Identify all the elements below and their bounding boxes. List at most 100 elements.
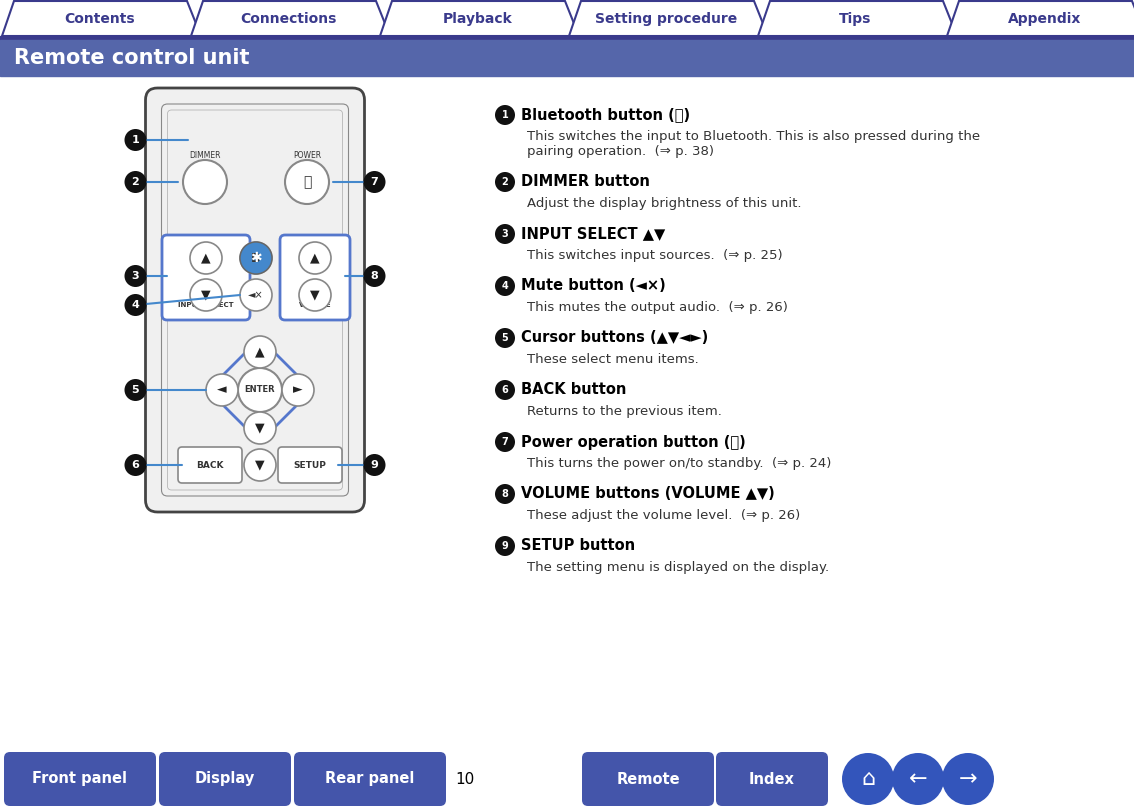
Polygon shape — [569, 1, 768, 36]
Circle shape — [191, 242, 222, 274]
Text: B: B — [252, 252, 261, 265]
Text: Mute button (◄×): Mute button (◄×) — [521, 278, 666, 294]
Text: 3: 3 — [132, 271, 139, 281]
Text: These adjust the volume level.  (⇒ p. 26): These adjust the volume level. (⇒ p. 26) — [527, 509, 801, 522]
Circle shape — [364, 454, 386, 476]
Polygon shape — [947, 1, 1134, 36]
Circle shape — [892, 753, 943, 805]
Circle shape — [496, 432, 515, 452]
Text: Connections: Connections — [240, 12, 337, 26]
Text: ▼: ▼ — [311, 288, 320, 302]
Text: Remote control unit: Remote control unit — [14, 48, 249, 68]
Circle shape — [496, 276, 515, 296]
Circle shape — [244, 412, 276, 444]
Text: Contents: Contents — [65, 12, 135, 26]
Text: This turns the power on/to standby.  (⇒ p. 24): This turns the power on/to standby. (⇒ p… — [527, 457, 831, 470]
Text: The setting menu is displayed on the display.: The setting menu is displayed on the dis… — [527, 561, 829, 574]
Text: This mutes the output audio.  (⇒ p. 26): This mutes the output audio. (⇒ p. 26) — [527, 301, 788, 314]
Circle shape — [285, 160, 329, 204]
Text: ▼: ▼ — [201, 288, 211, 302]
Circle shape — [496, 172, 515, 192]
Circle shape — [942, 753, 995, 805]
Circle shape — [125, 129, 146, 151]
Circle shape — [125, 171, 146, 193]
Bar — [0, 36, 1134, 40]
Polygon shape — [2, 1, 201, 36]
Circle shape — [364, 171, 386, 193]
Text: →: → — [958, 769, 978, 789]
Text: Power operation button (⏻): Power operation button (⏻) — [521, 434, 746, 449]
Text: Returns to the previous item.: Returns to the previous item. — [527, 405, 722, 418]
Circle shape — [282, 374, 314, 406]
FancyBboxPatch shape — [294, 752, 446, 806]
FancyBboxPatch shape — [280, 235, 350, 320]
Text: 6: 6 — [501, 385, 508, 395]
Circle shape — [191, 279, 222, 311]
Circle shape — [496, 105, 515, 125]
Text: 3: 3 — [501, 229, 508, 239]
Text: pairing operation.  (⇒ p. 38): pairing operation. (⇒ p. 38) — [527, 145, 714, 158]
Text: ▲: ▲ — [255, 345, 265, 358]
Circle shape — [496, 328, 515, 348]
Text: ←: ← — [908, 769, 928, 789]
Text: ⌂: ⌂ — [861, 769, 875, 789]
Text: 7: 7 — [501, 437, 508, 447]
Text: Display: Display — [195, 771, 255, 787]
Circle shape — [240, 242, 272, 274]
Text: 5: 5 — [132, 385, 139, 395]
Text: ENTER: ENTER — [245, 386, 276, 395]
FancyBboxPatch shape — [178, 447, 242, 483]
FancyBboxPatch shape — [716, 752, 828, 806]
FancyBboxPatch shape — [162, 235, 249, 320]
Text: INPUT SELECT: INPUT SELECT — [178, 302, 234, 308]
Text: ◄: ◄ — [218, 383, 227, 396]
Bar — [0, 40, 1134, 76]
Text: ▼: ▼ — [255, 421, 265, 434]
Text: 8: 8 — [501, 489, 508, 499]
Text: ✱: ✱ — [251, 251, 262, 265]
Circle shape — [125, 294, 146, 316]
FancyBboxPatch shape — [145, 88, 364, 512]
Text: BACK button: BACK button — [521, 383, 626, 398]
Text: SETUP button: SETUP button — [521, 538, 635, 554]
Circle shape — [496, 484, 515, 504]
Circle shape — [496, 380, 515, 400]
Text: ⏻: ⏻ — [303, 175, 311, 189]
Text: SETUP: SETUP — [294, 461, 327, 470]
Text: BACK: BACK — [196, 461, 223, 470]
FancyBboxPatch shape — [159, 752, 291, 806]
Text: Tips: Tips — [839, 12, 872, 26]
Text: DIMMER: DIMMER — [189, 152, 221, 161]
Text: 7: 7 — [371, 177, 379, 187]
Text: ►: ► — [294, 383, 303, 396]
Text: 8: 8 — [371, 271, 379, 281]
Text: Playback: Playback — [442, 12, 513, 26]
Text: Rear panel: Rear panel — [325, 771, 415, 787]
Text: 4: 4 — [132, 300, 139, 310]
Text: Bluetooth button (ⓥ): Bluetooth button (ⓥ) — [521, 107, 691, 123]
Text: 9: 9 — [501, 541, 508, 551]
Text: DIMMER button: DIMMER button — [521, 174, 650, 190]
Circle shape — [496, 224, 515, 244]
Circle shape — [496, 536, 515, 556]
Text: 4: 4 — [501, 281, 508, 291]
Circle shape — [240, 279, 272, 311]
Text: 1: 1 — [132, 135, 139, 145]
Text: 6: 6 — [132, 460, 139, 470]
Circle shape — [125, 265, 146, 287]
Text: 9: 9 — [371, 460, 379, 470]
Text: Appendix: Appendix — [1008, 12, 1081, 26]
Circle shape — [299, 279, 331, 311]
Text: 2: 2 — [132, 177, 139, 187]
Text: VOLUME: VOLUME — [298, 302, 331, 308]
Text: 1: 1 — [501, 110, 508, 120]
Polygon shape — [191, 1, 390, 36]
Text: ▲: ▲ — [201, 252, 211, 265]
Circle shape — [364, 265, 386, 287]
Text: 10: 10 — [456, 771, 475, 787]
Text: This switches the input to Bluetooth. This is also pressed during the: This switches the input to Bluetooth. Th… — [527, 130, 980, 143]
Circle shape — [843, 753, 894, 805]
Text: POWER: POWER — [293, 152, 321, 161]
Circle shape — [183, 160, 227, 204]
Text: Remote: Remote — [616, 771, 679, 787]
